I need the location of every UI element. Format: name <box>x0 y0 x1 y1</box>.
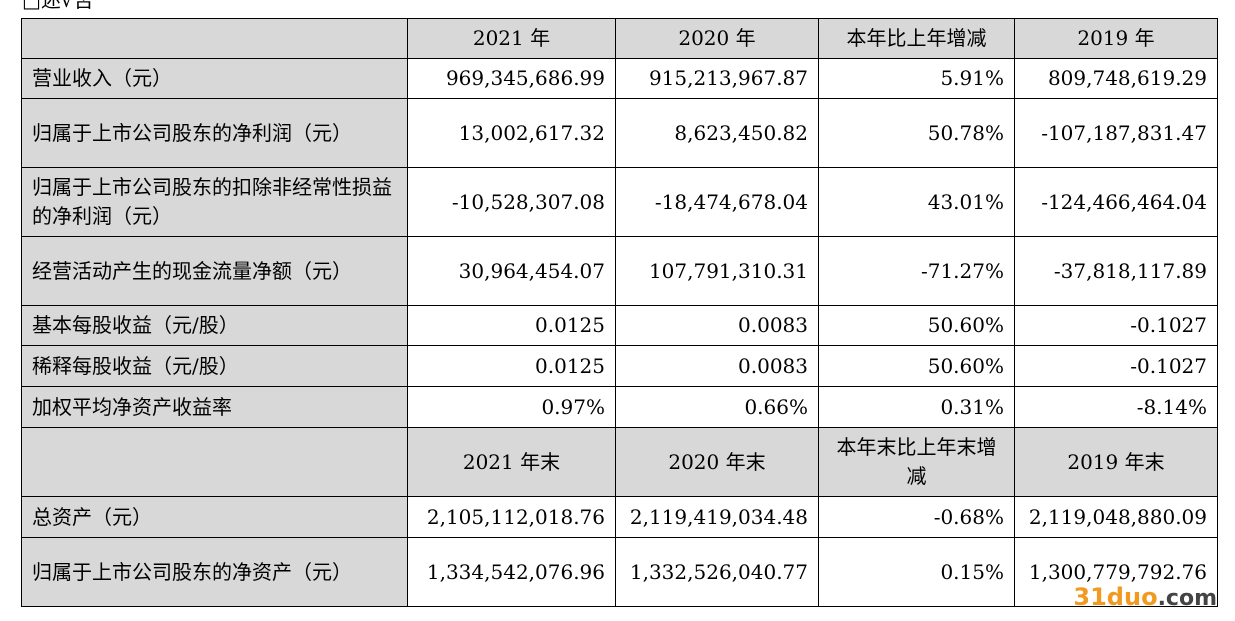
financial-summary-table: 2021 年 2020 年 本年比上年增减 2019 年 营业收入（元） 969… <box>21 18 1218 607</box>
table-header-row: 2021 年 2020 年 本年比上年增减 2019 年 <box>21 18 1218 59</box>
cell-change: 50.60% <box>818 305 1015 346</box>
cell-2020-end: 2,119,419,034.48 <box>615 496 819 538</box>
watermark-word: duo <box>1106 583 1158 611</box>
cell-2020: 8,623,450.82 <box>615 98 819 168</box>
cell-2021: 0.0125 <box>407 345 616 387</box>
header-cell-change-end: 本年末比上年末增减 <box>818 427 1015 497</box>
cell-2019: -0.1027 <box>1014 345 1218 387</box>
cell-2020: 0.66% <box>615 386 819 428</box>
row-label: 经营活动产生的现金流量净额（元） <box>21 236 408 306</box>
header-cell-2021-end: 2021 年末 <box>407 427 616 497</box>
row-label: 加权平均净资产收益率 <box>21 386 408 428</box>
table-row: 加权平均净资产收益率 0.97% 0.66% 0.31% -8.14% <box>21 386 1218 428</box>
table-row: 归属于上市公司股东的扣除非经常性损益的净利润（元） -10,528,307.08… <box>21 167 1218 237</box>
row-label: 归属于上市公司股东的净资产（元） <box>21 537 408 607</box>
cell-2020: 0.0083 <box>615 305 819 346</box>
cell-2020: 915,213,967.87 <box>615 58 819 99</box>
row-label: 稀释每股收益（元/股） <box>21 345 408 387</box>
cell-change-end: 0.15% <box>818 537 1015 607</box>
cell-2021: -10,528,307.08 <box>407 167 616 237</box>
header-cell-2020: 2020 年 <box>615 18 819 59</box>
header-cell-2021: 2021 年 <box>407 18 616 59</box>
cell-2021: 30,964,454.07 <box>407 236 616 306</box>
table-row: 经营活动产生的现金流量净额（元） 30,964,454.07 107,791,3… <box>21 236 1218 306</box>
cell-2019: -124,466,464.04 <box>1014 167 1218 237</box>
cell-2020: 107,791,310.31 <box>615 236 819 306</box>
cell-change: 5.91% <box>818 58 1015 99</box>
site-watermark: 31duo.com <box>1073 583 1217 611</box>
cell-2020: 0.0083 <box>615 345 819 387</box>
cell-2019: -8.14% <box>1014 386 1218 428</box>
row-label: 基本每股收益（元/股） <box>21 305 408 346</box>
watermark-domain: .com <box>1157 586 1217 611</box>
header-cell-2019: 2019 年 <box>1014 18 1218 59</box>
table-row: 营业收入（元） 969,345,686.99 915,213,967.87 5.… <box>21 58 1218 99</box>
cell-2019: -107,187,831.47 <box>1014 98 1218 168</box>
cell-2021: 13,002,617.32 <box>407 98 616 168</box>
table-row: 归属于上市公司股东的净资产（元） 1,334,542,076.96 1,332,… <box>21 537 1218 607</box>
header-cell-change: 本年比上年增减 <box>818 18 1015 59</box>
cell-2019: 809,748,619.29 <box>1014 58 1218 99</box>
header-cell-2020-end: 2020 年末 <box>615 427 819 497</box>
cell-change: 0.31% <box>818 386 1015 428</box>
cell-2020-end: 1,332,526,040.77 <box>615 537 819 607</box>
cell-change-end: -0.68% <box>818 496 1015 538</box>
row-label: 总资产（元） <box>21 496 408 538</box>
row-label: 归属于上市公司股东的净利润（元） <box>21 98 408 168</box>
row-label: 营业收入（元） <box>21 58 408 99</box>
cell-2020: -18,474,678.04 <box>615 167 819 237</box>
truncated-header-text: □述√否 <box>22 0 94 12</box>
watermark-number: 31 <box>1073 583 1107 611</box>
header-cell-blank <box>21 18 408 59</box>
table-header-row: 2021 年末 2020 年末 本年末比上年末增减 2019 年末 <box>21 427 1218 497</box>
cell-2019: -0.1027 <box>1014 305 1218 346</box>
header-cell-2019-end: 2019 年末 <box>1014 427 1218 497</box>
cell-2021: 0.0125 <box>407 305 616 346</box>
table-row: 归属于上市公司股东的净利润（元） 13,002,617.32 8,623,450… <box>21 98 1218 168</box>
cell-change: 50.78% <box>818 98 1015 168</box>
cell-2021: 969,345,686.99 <box>407 58 616 99</box>
cell-change: 43.01% <box>818 167 1015 237</box>
cell-2021: 0.97% <box>407 386 616 428</box>
cell-2019-end: 1,300,779,792.76 <box>1014 537 1218 607</box>
cell-change: 50.60% <box>818 345 1015 387</box>
cell-2021-end: 2,105,112,018.76 <box>407 496 616 538</box>
cell-2021-end: 1,334,542,076.96 <box>407 537 616 607</box>
table-row: 稀释每股收益（元/股） 0.0125 0.0083 50.60% -0.1027 <box>21 345 1218 387</box>
cell-2019: -37,818,117.89 <box>1014 236 1218 306</box>
row-label: 归属于上市公司股东的扣除非经常性损益的净利润（元） <box>21 167 408 237</box>
header-cell-blank <box>21 427 408 497</box>
table-row: 总资产（元） 2,105,112,018.76 2,119,419,034.48… <box>21 496 1218 538</box>
cell-change: -71.27% <box>818 236 1015 306</box>
cell-2019-end: 2,119,048,880.09 <box>1014 496 1218 538</box>
table-row: 基本每股收益（元/股） 0.0125 0.0083 50.60% -0.1027 <box>21 305 1218 346</box>
